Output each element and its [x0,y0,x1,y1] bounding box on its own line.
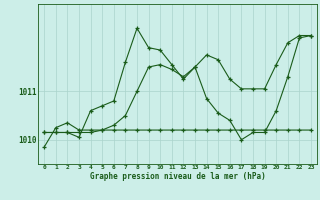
X-axis label: Graphe pression niveau de la mer (hPa): Graphe pression niveau de la mer (hPa) [90,172,266,181]
